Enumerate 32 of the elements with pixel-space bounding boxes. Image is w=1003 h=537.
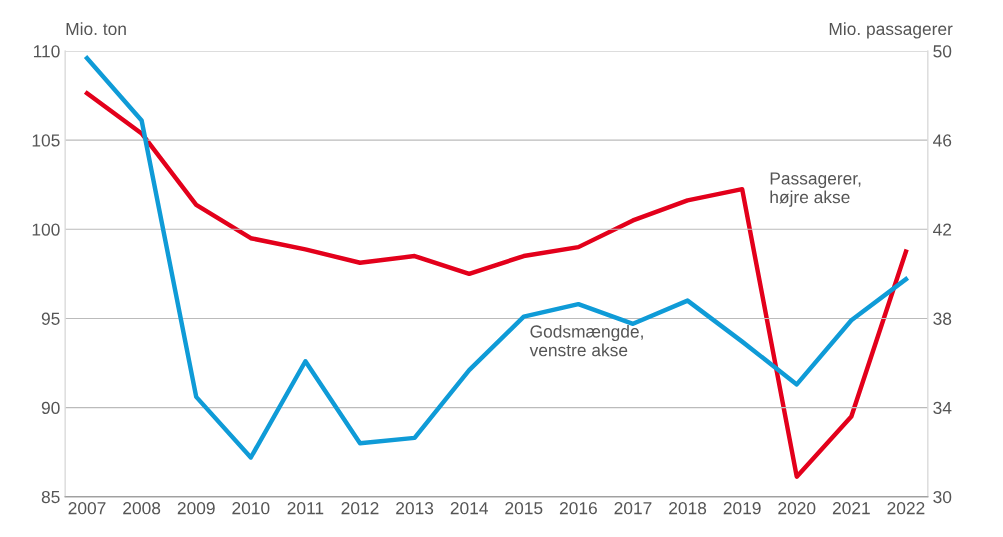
- y-tick-label: 105: [32, 134, 60, 147]
- x-tick-label: 2012: [341, 502, 379, 515]
- x-tick-label: 2010: [232, 502, 270, 515]
- x-tick-label: 2014: [450, 502, 488, 515]
- x-tick-label: 2008: [123, 502, 161, 515]
- y2-tick-label: 34: [933, 401, 952, 415]
- x-tick-label: 2013: [396, 502, 434, 515]
- x-tick-label: 2009: [177, 502, 215, 515]
- y-tick-label: 100: [32, 223, 60, 236]
- y2-tick-label: 46: [933, 134, 952, 147]
- x-tick-label: 2011: [287, 502, 324, 515]
- x-tick-label: 2022: [887, 502, 925, 515]
- y2-tick-label: 42: [933, 223, 952, 236]
- annotation: Godsmængde, venstre akse: [529, 324, 643, 357]
- y-tick-label: 95: [41, 312, 60, 325]
- y-tick-label: 90: [41, 401, 60, 415]
- x-tick-label: 2018: [669, 502, 707, 515]
- x-tick-label: 2016: [559, 502, 597, 515]
- x-tick-label: 2007: [68, 502, 106, 515]
- annotation: Passagerer, højre akse: [770, 172, 861, 207]
- y-axis-title: Mio. ton: [66, 22, 126, 36]
- x-tick-label: 2015: [505, 502, 543, 515]
- y2-axis-title: Mio. passagerer: [829, 22, 953, 39]
- y-tick-label: 85: [41, 490, 60, 504]
- y-tick-label: 110: [33, 45, 60, 58]
- y2-tick-label: 30: [933, 490, 952, 504]
- x-tick-label: 2020: [778, 502, 816, 515]
- x-tick-label: 2017: [614, 502, 652, 515]
- y2-tick-label: 38: [933, 312, 952, 325]
- y2-tick-label: 50: [933, 45, 952, 58]
- x-tick-label: 2021: [832, 502, 870, 515]
- x-tick-label: 2019: [723, 502, 761, 515]
